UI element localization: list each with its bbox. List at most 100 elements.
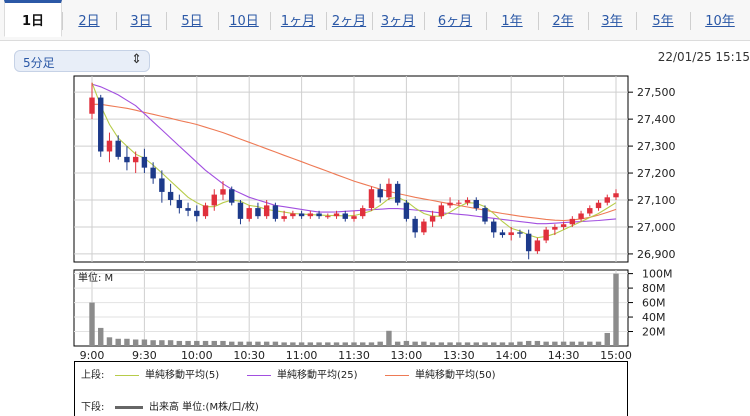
candle-body xyxy=(255,208,261,217)
volume-bar xyxy=(290,342,296,346)
volume-bar xyxy=(342,342,348,346)
candle-body xyxy=(377,189,383,198)
tab-8[interactable]: 6ヶ月 xyxy=(437,14,473,29)
candle-body xyxy=(159,178,165,192)
candle-body xyxy=(604,197,610,203)
tab-6[interactable]: 2ヶ月 xyxy=(331,14,367,29)
volume-bar xyxy=(394,341,401,346)
volume-bar xyxy=(272,341,279,346)
volume-bar xyxy=(237,341,244,346)
time-tick-label: 11:00 xyxy=(286,349,318,362)
volume-bar xyxy=(307,342,314,346)
tab-1[interactable]: 2日 xyxy=(78,14,100,29)
candle-body xyxy=(333,213,340,217)
volume-bar xyxy=(447,342,453,346)
tab-separator xyxy=(372,12,373,30)
volume-bar xyxy=(587,341,593,346)
volume-bar xyxy=(106,337,113,346)
candle-body xyxy=(106,140,113,152)
candle-body xyxy=(185,208,191,211)
volume-panel xyxy=(73,269,629,347)
volume-tick-label: 80M xyxy=(642,282,666,295)
tab-7[interactable]: 3ヶ月 xyxy=(380,14,416,29)
volume-bar xyxy=(281,342,287,346)
tab-11[interactable]: 3年 xyxy=(601,14,623,29)
volume-bar xyxy=(368,342,375,346)
volume-bar xyxy=(316,342,322,346)
ma5-swatch xyxy=(115,374,139,376)
volume-bar xyxy=(534,340,541,346)
volume-bar xyxy=(421,341,427,346)
time-tick-label: 13:30 xyxy=(443,349,475,362)
volume-bar xyxy=(403,340,410,346)
candle-body xyxy=(534,240,541,252)
tab-separator xyxy=(486,12,487,30)
tab-2[interactable]: 3日 xyxy=(130,14,152,29)
volume-bar xyxy=(560,341,567,346)
volume-bar xyxy=(229,341,235,346)
candle-body xyxy=(132,156,139,163)
candle-body xyxy=(508,232,514,236)
price-tick-label: 27,100 xyxy=(637,194,676,207)
candle-body xyxy=(394,183,401,203)
volume-bar xyxy=(202,340,209,346)
tab-0[interactable]: 1日 xyxy=(4,0,62,37)
candle-body xyxy=(272,205,279,219)
tab-13[interactable]: 10年 xyxy=(705,14,735,29)
volume-bar xyxy=(508,342,514,346)
tab-3[interactable]: 5日 xyxy=(181,14,203,29)
candle-body xyxy=(89,97,95,114)
tab-separator xyxy=(636,12,637,30)
legend-ma25: 単純移動平均(25) xyxy=(247,366,358,381)
price-tick-label: 27,000 xyxy=(637,221,676,234)
legend-volume-label: 出来高 単位:(M株/口/枚) xyxy=(149,402,259,413)
ma50-line xyxy=(92,103,617,222)
tab-5[interactable]: 1ヶ月 xyxy=(280,14,316,29)
legend-volume: 出来高 単位:(M株/口/枚) xyxy=(115,398,259,413)
volume-tick-label: 100M xyxy=(642,268,673,281)
volume-bar xyxy=(325,342,331,346)
candle-body xyxy=(613,193,619,198)
price-tick-label: 27,400 xyxy=(637,113,676,126)
tab-separator xyxy=(538,12,539,30)
volume-bar xyxy=(386,330,392,346)
volume-bar xyxy=(351,342,357,346)
legend-ma5-label: 単純移動平均(5) xyxy=(145,370,220,381)
candle-body xyxy=(150,167,156,179)
candle-body xyxy=(473,200,479,209)
candle-body xyxy=(587,208,593,214)
tab-10[interactable]: 2年 xyxy=(552,14,574,29)
tab-9[interactable]: 1年 xyxy=(501,14,523,29)
time-tick-label: 9:30 xyxy=(132,349,157,362)
candle-body xyxy=(595,202,602,209)
period-tabs: 1日 2日 3日 5日 10日 1ヶ月 2ヶ月 3ヶ月 6ヶ月 1年 2年 3年 5年 10年 xyxy=(0,0,750,41)
volume-bar xyxy=(211,340,217,346)
tab-4[interactable]: 10日 xyxy=(229,14,259,29)
interval-select[interactable]: 5分足 ⇕ xyxy=(14,50,150,72)
candle-body xyxy=(263,205,270,217)
volume-bar xyxy=(517,341,523,346)
volume-bar xyxy=(456,342,462,346)
time-tick-label: 13:00 xyxy=(391,349,423,362)
volume-bar xyxy=(543,341,549,346)
price-tick-label: 26,900 xyxy=(637,248,676,261)
candle-body xyxy=(281,216,287,219)
candle-body xyxy=(307,213,314,217)
volume-tick-label: 20M xyxy=(642,326,666,339)
volume-bar xyxy=(604,332,610,346)
volume-bar xyxy=(438,342,445,346)
candle-body xyxy=(194,210,200,217)
candle-body xyxy=(482,208,488,222)
tab-separator xyxy=(116,12,117,30)
volume-bar xyxy=(141,339,148,346)
candle-body xyxy=(412,218,418,233)
ma25-swatch xyxy=(247,374,271,376)
tab-separator xyxy=(326,12,327,30)
candle-body xyxy=(176,200,183,209)
volume-bar xyxy=(333,342,340,346)
time-tick-label: 9:00 xyxy=(80,349,105,362)
candle-body xyxy=(447,202,453,206)
tab-12[interactable]: 5年 xyxy=(652,14,674,29)
candle-body xyxy=(517,232,523,234)
tab-separator xyxy=(166,12,167,30)
